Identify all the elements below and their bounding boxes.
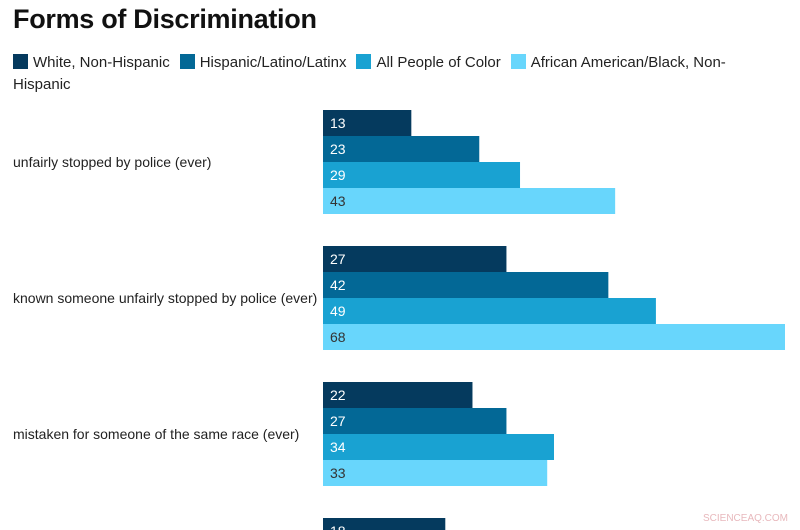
data-label: 23	[330, 141, 346, 157]
bar	[323, 324, 785, 350]
legend-swatch	[356, 54, 372, 69]
data-label: 27	[330, 413, 346, 429]
bar	[323, 188, 616, 214]
category-label: known someone unfairly stopped by police…	[13, 290, 318, 306]
legend-item: All People of Color	[356, 54, 501, 71]
bar	[323, 434, 554, 460]
watermark: SCIENCEAQ.COM	[702, 513, 788, 524]
data-label: 43	[330, 193, 346, 209]
legend-label: All People of Color	[376, 54, 501, 71]
bar	[323, 246, 507, 272]
category-label: mistaken for someone of the same race (e…	[13, 426, 300, 442]
bar	[323, 110, 412, 136]
bar	[323, 518, 446, 530]
bar	[323, 298, 656, 324]
data-label: 34	[330, 439, 346, 455]
data-label: 13	[330, 115, 346, 131]
data-label: 49	[330, 303, 346, 319]
legend-swatch	[179, 54, 195, 69]
data-label: 68	[330, 329, 346, 345]
data-label: 27	[330, 251, 346, 267]
legend-item: Hispanic/Latino/Latinx	[179, 54, 347, 71]
bar	[323, 162, 521, 188]
bar	[323, 272, 609, 298]
bar	[323, 136, 480, 162]
data-label: 42	[330, 277, 346, 293]
legend-swatch	[13, 54, 28, 69]
bar	[323, 460, 548, 486]
legend-label: Hispanic/Latino/Latinx	[199, 54, 347, 71]
bar	[323, 408, 507, 434]
data-label: 18	[330, 523, 346, 530]
legend-item: White, Non-Hispanic	[13, 54, 170, 71]
chart-title: Forms of Discrimination	[13, 4, 317, 34]
data-label: 22	[330, 387, 346, 403]
data-label: 29	[330, 167, 346, 183]
category-label: unfairly stopped by police (ever)	[13, 154, 212, 170]
legend-label: African American/Black, Non-Hispanic	[13, 54, 726, 93]
legend-label: White, Non-Hispanic	[33, 54, 170, 71]
data-label: 33	[330, 465, 346, 481]
bar	[323, 382, 473, 408]
legend: White, Non-Hispanic Hispanic/Latino/Latin…	[13, 52, 793, 96]
legend-swatch	[510, 54, 526, 69]
legend-item: African American/Black, Non-Hispanic	[13, 54, 726, 93]
